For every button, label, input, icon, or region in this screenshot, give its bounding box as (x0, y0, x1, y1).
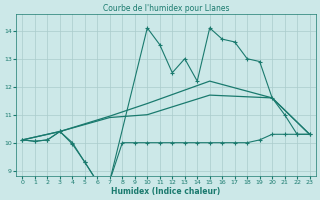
X-axis label: Humidex (Indice chaleur): Humidex (Indice chaleur) (111, 187, 221, 196)
Title: Courbe de l'humidex pour Llanes: Courbe de l'humidex pour Llanes (103, 4, 229, 13)
